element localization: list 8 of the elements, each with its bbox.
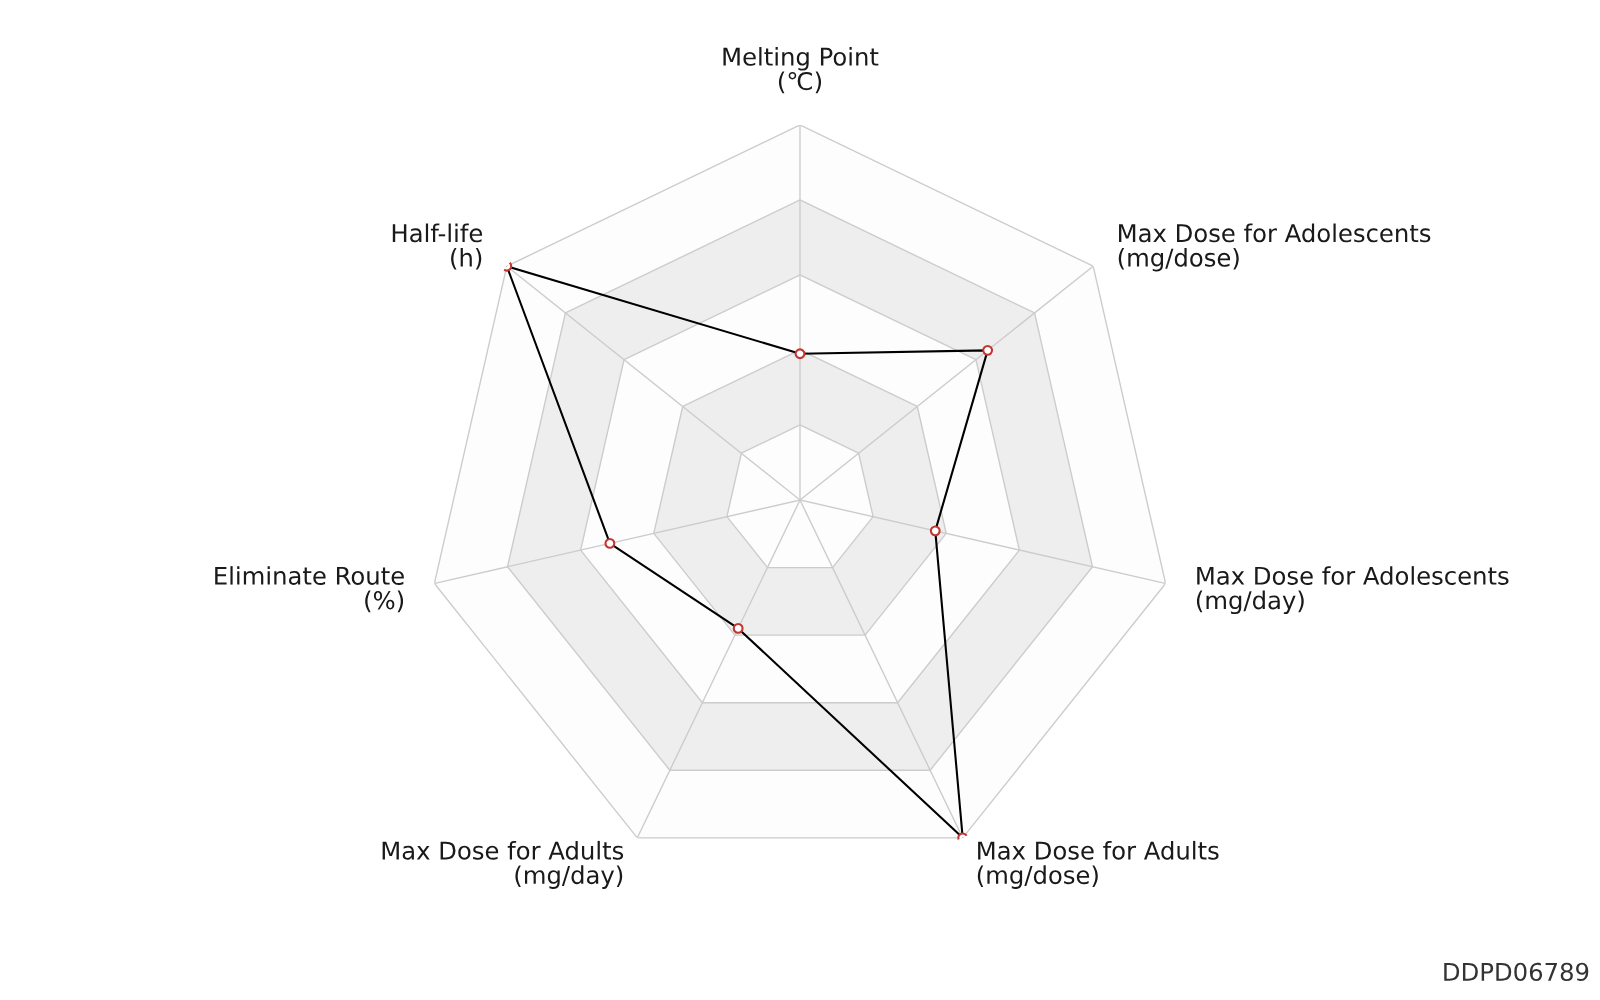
spoke-label: Eliminate Route (%) (215, 566, 404, 613)
spoke-label: Melting Point (℃) (723, 47, 879, 94)
spoke-label: Max Dose for Adults (mg/day) (382, 840, 624, 889)
spoke-label: Max Dose for Adolescents (mg/dose) (1118, 223, 1431, 272)
spoke-label: Half-life (h) (392, 223, 483, 270)
spoke-label: Max Dose for Adolescents (mg/day) (1196, 566, 1509, 615)
spoke-label: Max Dose for Adults (mg/dose) (977, 840, 1219, 889)
text: DDPD06789 (1444, 962, 1589, 982)
